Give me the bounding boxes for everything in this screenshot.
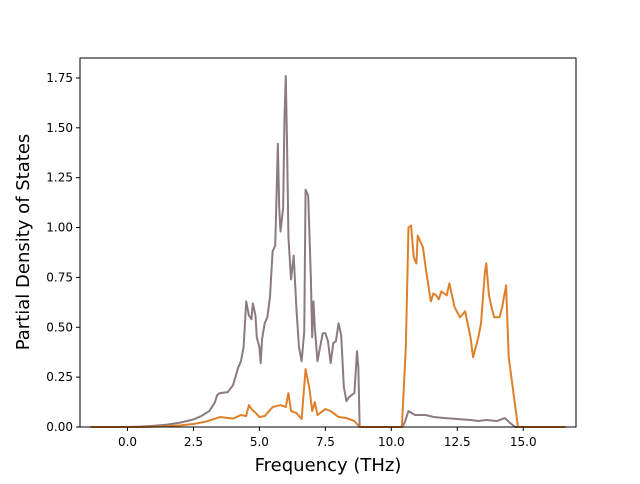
- y-tick-label: 0.75: [46, 270, 73, 284]
- y-tick-label: 1.00: [46, 221, 73, 235]
- x-tick-label: 2.5: [184, 435, 203, 449]
- y-axis-ticks: 0.00 0.25 0.50 0.75 1.00 1.25 1.50 1.75: [46, 71, 80, 434]
- y-tick-label: 1.25: [46, 171, 73, 185]
- x-tick-label: 15.0: [510, 435, 537, 449]
- x-tick-label: 0.0: [118, 435, 137, 449]
- y-tick-label: 0.25: [46, 370, 73, 384]
- x-tick-label: 12.5: [444, 435, 471, 449]
- x-axis-ticks: 0.0 2.5 5.0 7.5 10.0 12.5 15.0: [118, 427, 537, 449]
- y-tick-label: 1.75: [46, 71, 73, 85]
- series-line-0: [90, 74, 566, 428]
- y-tick-label: 0.50: [46, 320, 73, 334]
- series-line-1: [90, 224, 566, 428]
- x-tick-label: 7.5: [316, 435, 335, 449]
- x-tick-label: 5.0: [250, 435, 269, 449]
- x-axis-label: Frequency (THz): [255, 455, 402, 476]
- x-tick-label: 10.0: [378, 435, 405, 449]
- y-tick-label: 0.00: [46, 420, 73, 434]
- plot-frame: [79, 57, 577, 428]
- series-layer: [90, 74, 566, 428]
- y-axis-label: Partial Density of States: [13, 134, 34, 351]
- y-tick-label: 1.50: [46, 121, 73, 135]
